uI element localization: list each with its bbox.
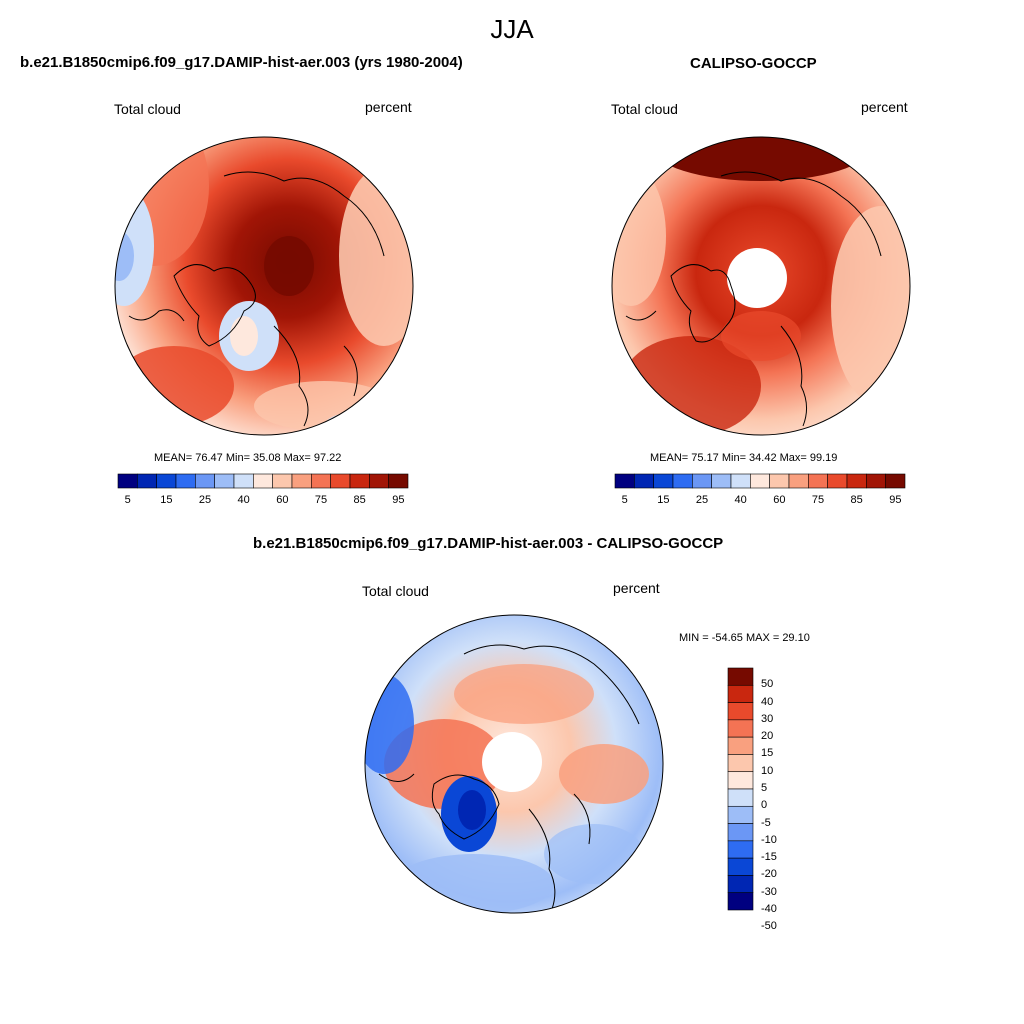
colorbar-swatch [866, 473, 886, 489]
colorbar-tick-label: 60 [276, 494, 289, 506]
colorbar-tick-label: 5 [124, 494, 131, 506]
colorbar-swatch [730, 473, 751, 489]
colorbar-tick-label: 85 [353, 494, 366, 506]
colorbar-swatch [137, 473, 157, 489]
colorbar-swatch [156, 473, 177, 489]
colorbar-tick-label: -5 [761, 816, 771, 829]
model-colorbar [117, 473, 409, 489]
colorbar-swatch [727, 771, 754, 790]
colorbar-tick-label: -50 [761, 920, 777, 933]
colorbar-tick-label: 40 [734, 494, 747, 506]
colorbar-swatch [727, 875, 754, 894]
colorbar-tick-label: 95 [392, 494, 405, 506]
obs-polar-map [611, 136, 911, 436]
colorbar-swatch [634, 473, 654, 489]
colorbar-tick-label: 5 [761, 782, 768, 794]
colorbar-swatch [827, 473, 848, 489]
colorbar-tick-label: 40 [237, 494, 250, 506]
colorbar-tick-label: 85 [850, 494, 863, 506]
colorbar-tick-label: 75 [811, 494, 825, 506]
colorbar-tick-label: 25 [695, 494, 709, 506]
colorbar-swatch [727, 857, 754, 876]
colorbar-swatch [808, 473, 828, 489]
colorbar-swatch [727, 719, 754, 738]
colorbar-tick-label: 5 [621, 494, 628, 506]
colorbar-tick-label: -15 [761, 851, 777, 864]
colorbar-swatch [727, 667, 754, 686]
colorbar-swatch [846, 473, 867, 489]
colorbar-tick-label: 0 [761, 799, 768, 812]
colorbar-swatch [311, 473, 331, 489]
colorbar-swatch [253, 473, 273, 489]
diff-stats: MIN = -54.65 MAX = 29.10 [679, 632, 810, 644]
colorbar-swatch [653, 473, 674, 489]
diff-colorbar-ticks: 50 40 30 20 15 10 5 0 -5 -10 -15 -20 -30 -40 -50 [758, 668, 798, 932]
colorbar-tick-label: 20 [761, 730, 774, 743]
colorbar-swatch [672, 473, 693, 489]
obs-colorbar [614, 473, 906, 489]
colorbar-tick-label: 15 [657, 494, 670, 506]
colorbar-swatch [291, 473, 312, 489]
colorbar-swatch [614, 473, 635, 489]
colorbar-tick-label: 15 [160, 494, 173, 506]
diff-polar-map [364, 614, 664, 914]
colorbar-tick-label: -10 [761, 833, 777, 846]
colorbar-tick-label: 50 [761, 678, 774, 691]
colorbar-swatch [727, 840, 754, 859]
obs-units-label: percent [861, 99, 908, 115]
colorbar-swatch [330, 473, 351, 489]
obs-panel-title: CALIPSO-GOCCP [690, 55, 817, 72]
colorbar-tick-label: -30 [761, 885, 777, 898]
colorbar-swatch [214, 473, 235, 489]
colorbar-tick-label: 25 [198, 494, 212, 506]
colorbar-tick-label: -40 [761, 903, 777, 915]
model-stats: MEAN= 76.47 Min= 35.08 Max= 97.22 [154, 452, 342, 464]
colorbar-swatch [369, 473, 389, 489]
colorbar-swatch [175, 473, 196, 489]
model-variable-label: Total cloud [114, 101, 181, 117]
colorbar-tick-label: 95 [889, 494, 902, 506]
colorbar-swatch [788, 473, 809, 489]
colorbar-swatch [727, 684, 754, 703]
colorbar-swatch [727, 805, 754, 824]
colorbar-swatch [233, 473, 254, 489]
colorbar-swatch [727, 788, 754, 807]
diff-units-label: percent [613, 580, 660, 596]
colorbar-tick-label: 30 [761, 712, 774, 725]
colorbar-swatch [692, 473, 712, 489]
colorbar-swatch [727, 754, 754, 773]
diff-panel-title: b.e21.B1850cmip6.f09_g17.DAMIP-hist-aer.… [253, 535, 724, 552]
colorbar-tick-label: 75 [314, 494, 328, 506]
colorbar-tick-label: 10 [761, 764, 774, 777]
model-units-label: percent [365, 99, 412, 115]
colorbar-swatch [711, 473, 732, 489]
colorbar-tick-label: 60 [773, 494, 786, 506]
colorbar-swatch [272, 473, 293, 489]
colorbar-swatch [727, 736, 754, 755]
diff-colorbar [727, 667, 754, 911]
model-panel-title: b.e21.B1850cmip6.f09_g17.DAMIP-hist-aer.… [20, 54, 463, 71]
colorbar-swatch [727, 702, 754, 721]
colorbar-tick-label: -20 [761, 868, 777, 881]
colorbar-swatch [727, 823, 754, 842]
obs-stats: MEAN= 75.17 Min= 34.42 Max= 99.19 [650, 452, 838, 464]
colorbar-tick-label: 15 [761, 747, 774, 760]
colorbar-swatch [117, 473, 138, 489]
colorbar-swatch [727, 892, 754, 911]
obs-variable-label: Total cloud [611, 101, 678, 117]
model-polar-map [114, 136, 414, 436]
obs-colorbar-ticks: 5 15 25 40 60 75 85 95 [615, 494, 905, 508]
model-colorbar-ticks: 5 15 25 40 60 75 85 95 [118, 494, 408, 508]
colorbar-swatch [750, 473, 770, 489]
colorbar-swatch [349, 473, 370, 489]
colorbar-swatch [195, 473, 215, 489]
colorbar-swatch [885, 473, 906, 489]
colorbar-swatch [769, 473, 790, 489]
colorbar-swatch [388, 473, 409, 489]
colorbar-tick-label: 40 [761, 695, 774, 708]
diff-variable-label: Total cloud [362, 583, 429, 599]
page-title: JJA [490, 14, 534, 44]
